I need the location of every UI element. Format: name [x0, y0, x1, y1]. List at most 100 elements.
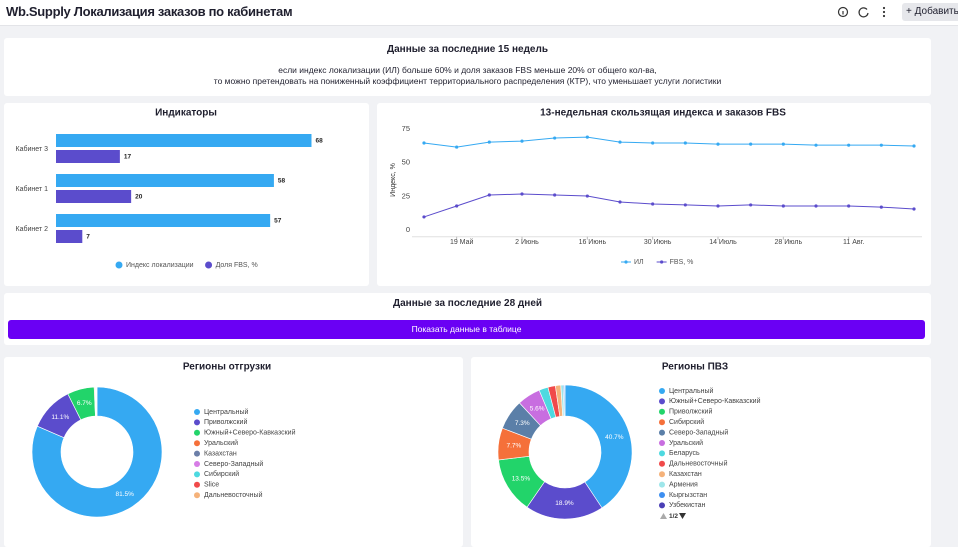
legend-label: FBS, %: [670, 259, 694, 266]
legend-marker: [659, 461, 665, 467]
x-tick-label: 28 Июль: [775, 239, 803, 246]
point: [716, 143, 719, 146]
data-label: 13.5%: [512, 475, 531, 482]
legend-label: Казахстан: [204, 450, 237, 457]
data-label: 7.7%: [506, 442, 521, 449]
data-label: 11.1%: [51, 414, 69, 421]
legend-marker: [659, 388, 665, 394]
x-tick-label: 19 Май: [450, 238, 474, 246]
legend-marker: [194, 409, 200, 415]
x-tick-label: 2 Июнь: [515, 239, 539, 246]
legend-marker: [624, 260, 627, 263]
point: [520, 140, 523, 143]
point: [618, 200, 621, 203]
y-tick-label: Кабинет 1: [16, 185, 49, 193]
legend-prev: [660, 513, 667, 519]
point: [684, 203, 687, 206]
x-tick-label: 30 Июнь: [644, 239, 672, 246]
legend-marker: [659, 398, 665, 404]
point: [553, 136, 556, 139]
y-tick-label: 25: [402, 191, 410, 200]
legend-label: Доля FBS, %: [216, 262, 258, 269]
legend-label: ИЛ: [634, 259, 644, 266]
legend-label: Центральный: [669, 387, 714, 395]
legend-label: Приволжский: [204, 418, 247, 426]
legend-label: Приволжский: [669, 408, 712, 416]
data-label: 81.5%: [116, 491, 135, 498]
point: [716, 204, 719, 207]
legend-marker: [659, 409, 665, 415]
chart-title: 13-недельная скользящая индекса и заказо…: [540, 108, 786, 119]
point: [618, 140, 621, 143]
legend-marker: [660, 260, 663, 263]
point: [880, 205, 883, 208]
legend-marker: [194, 471, 200, 477]
legend-label: Дальневосточный: [669, 460, 728, 468]
data-label: 40.7%: [605, 434, 624, 441]
legend-label: Беларусь: [669, 450, 700, 457]
point: [880, 144, 883, 147]
legend-label: Узбекистан: [669, 501, 706, 509]
x-tick-label: 14 Июль: [709, 239, 737, 246]
data-label: 18.9%: [555, 500, 574, 507]
legend-label: Сибирский: [204, 470, 239, 478]
legend-label: Сибирский: [669, 418, 704, 426]
point: [912, 207, 915, 210]
legend-next[interactable]: [679, 513, 686, 519]
legend-label: Индекс локализации: [126, 262, 194, 269]
bar: [56, 190, 131, 203]
legend-label: Казахстан: [669, 471, 702, 478]
legend-label: Южный+Северо-Кавказский: [204, 429, 296, 437]
point: [488, 193, 491, 196]
legend-marker: [194, 492, 200, 498]
point: [912, 144, 915, 147]
legend-marker: [659, 430, 665, 436]
legend-marker: [659, 419, 665, 425]
point: [814, 144, 817, 147]
legend-label: Дальневосточный: [204, 491, 263, 499]
point: [782, 204, 785, 207]
point: [782, 143, 785, 146]
point: [684, 141, 687, 144]
bar: [56, 174, 274, 187]
data-label: 6.7%: [77, 400, 92, 407]
legend-label: Северо-Западный: [204, 460, 263, 468]
legend-page: 1/2: [669, 513, 678, 520]
x-tick-label: 11 Авг.: [843, 239, 864, 246]
data-label: 58: [278, 178, 286, 185]
legend-label: Северо-Западный: [669, 428, 728, 436]
point: [847, 204, 850, 207]
legend-label: Кыргызстан: [669, 492, 707, 499]
chart-title: Регионы ПВЗ: [662, 362, 728, 373]
data-label: 7: [86, 234, 90, 241]
y-tick-label: 50: [402, 158, 410, 167]
data-label: 5.6%: [530, 405, 545, 412]
y-tick-label: 75: [402, 124, 410, 133]
point: [520, 192, 523, 195]
point: [553, 193, 556, 196]
legend-label: Южный+Северо-Кавказский: [669, 397, 761, 405]
legend-marker: [194, 451, 200, 457]
legend-marker: [116, 262, 123, 269]
legend-marker: [194, 419, 200, 425]
point: [586, 136, 589, 139]
bar: [56, 214, 270, 227]
point: [749, 203, 752, 206]
x-tick-label: 16 Июнь: [579, 239, 607, 246]
line: [424, 194, 914, 217]
legend-marker: [659, 502, 665, 508]
bar: [56, 134, 311, 147]
legend-label: Slice: [204, 482, 219, 489]
legend-label: Уральский: [204, 439, 238, 447]
legend-label: Армения: [669, 481, 698, 488]
data-label: 57: [274, 218, 282, 225]
line: [424, 137, 914, 147]
legend-label: Уральский: [669, 439, 703, 447]
point: [455, 145, 458, 148]
data-label: 68: [315, 138, 323, 145]
legend-label: Центральный: [204, 408, 249, 416]
point: [651, 202, 654, 205]
data-label: 17: [124, 154, 132, 161]
point: [749, 143, 752, 146]
